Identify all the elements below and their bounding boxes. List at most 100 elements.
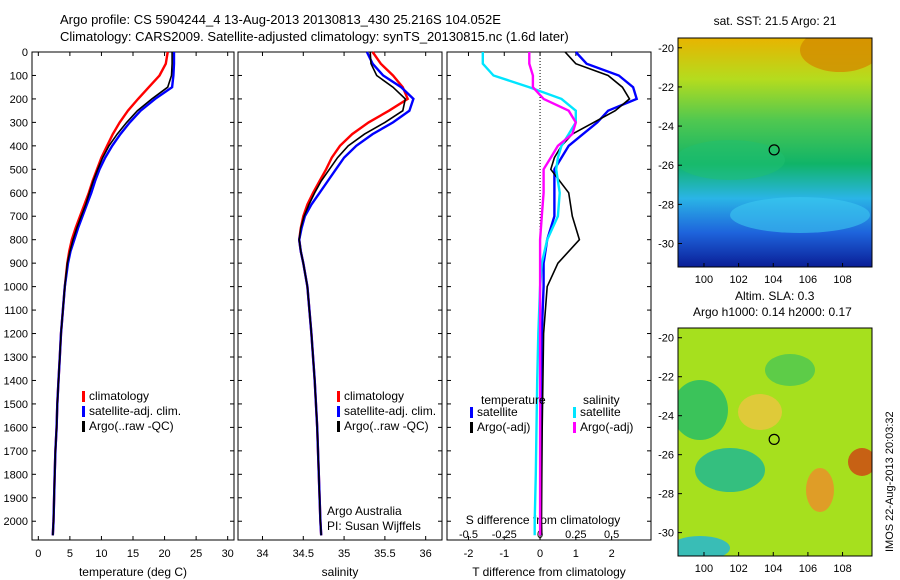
x-tick-label: 36 (420, 548, 432, 560)
map-y-tick-label: -26 (658, 450, 674, 462)
sla-high-patch (738, 394, 782, 430)
y-tick-label: 800 (10, 235, 28, 247)
legend-swatch (337, 406, 340, 417)
plot-frame (31, 51, 235, 541)
plot-frame (237, 51, 443, 541)
x-tick-label: 25 (190, 548, 202, 560)
map-x-tick-label: 106 (799, 274, 817, 286)
plot-frame (446, 51, 652, 541)
salinity-panel: 34 34.5 35 35.5 36 salinity climatologysatelli… (237, 51, 443, 579)
legend-swatch (82, 391, 85, 402)
x-tick-label: 10 (95, 548, 107, 560)
y-tick-label: 900 (10, 258, 28, 270)
y-tick-label: 200 (10, 94, 28, 106)
timestamp-stamp: IMOS 22-Aug-2013 20:03:32 (884, 411, 896, 552)
y-tick-label: 1800 (4, 469, 28, 481)
sla-low-patch (765, 354, 815, 386)
y-tick-label: 700 (10, 211, 28, 223)
legend-label: Argo(-adj) (580, 420, 633, 434)
y-tick-label: 100 (10, 70, 28, 82)
sla-low-patch (695, 448, 765, 492)
header-line-1: Argo profile: CS 5904244_4 13-Aug-2013 2… (60, 12, 501, 27)
x-tick-label: 20 (158, 548, 170, 560)
top-tick-label: 0.5 (604, 529, 619, 541)
x-tick-label: 34.5 (293, 548, 314, 560)
x-tick-label: 34 (256, 548, 268, 560)
legend-label: satellite-adj. clim. (344, 404, 436, 418)
x-axis-label: temperature (deg C) (79, 565, 187, 579)
sla-low-patch (678, 536, 730, 556)
legend-label: satellite (477, 405, 518, 419)
series-line-argorawqc (52, 52, 173, 536)
legend-swatch (82, 421, 85, 432)
difference-panel: -2 -1 0 1 2 T difference from climatology -0.5… (446, 51, 652, 579)
x-axis-label: salinity (322, 565, 359, 579)
x-tick-label: -1 (499, 548, 509, 560)
legend-label: satellite-adj. clim. (89, 404, 181, 418)
sst-green-patch (678, 140, 785, 180)
temperature-panel: 0100200300400500600700800900100011001200… (4, 47, 235, 579)
legend-swatch (470, 422, 473, 433)
legend-label: Argo(..raw -QC) (344, 419, 429, 433)
map-x-tick-label: 104 (764, 274, 782, 286)
x-tick-label: 15 (127, 548, 139, 560)
series-line-climatology (51, 51, 169, 536)
top-tick-label: 0.25 (565, 529, 586, 541)
map-x-tick-label: 100 (695, 563, 713, 575)
y-tick-label: 400 (10, 141, 28, 153)
y-tick-label: 1300 (4, 352, 28, 364)
series-line-argoadj (528, 52, 578, 536)
y-tick-label: 1700 (4, 446, 28, 458)
profile-location-marker (768, 433, 780, 445)
x-tick-label: 1 (573, 548, 579, 560)
legend-header: salinity (583, 393, 620, 407)
y-tick-label: 1400 (4, 375, 28, 387)
legend-swatch (573, 407, 576, 418)
sla-high-patch (806, 468, 834, 512)
x-tick-label: 5 (67, 548, 73, 560)
sla-map-title: Altim. SLA: 0.3 (735, 289, 815, 303)
legend-label: Argo(..raw -QC) (89, 419, 174, 433)
y-tick-label: 500 (10, 164, 28, 176)
map-y-tick-label: -24 (658, 411, 674, 423)
legend-swatch (573, 422, 576, 433)
map-y-tick-label: -30 (658, 528, 674, 540)
y-tick-label: 1000 (4, 282, 28, 294)
sla-frame (677, 327, 873, 557)
series-line-satelliteadjclim (51, 52, 176, 536)
series-line-satelliteadjclim (297, 51, 415, 536)
map-y-tick-label: -28 (658, 489, 674, 501)
x-tick-label: 0 (537, 548, 543, 560)
sst-frame (677, 37, 873, 268)
x-tick-label: 30 (222, 548, 234, 560)
sla-low-patch (678, 380, 728, 440)
sst-cyan-patch (730, 197, 870, 233)
map-y-tick-label: -26 (658, 160, 674, 172)
x-tick-label: 2 (609, 548, 615, 560)
legend-header: temperature (481, 393, 546, 407)
y-tick-label: 0 (22, 47, 28, 59)
y-tick-label: 1600 (4, 422, 28, 434)
map-y-tick-label: -22 (658, 82, 674, 94)
map-y-tick-label: -24 (658, 121, 674, 133)
map-y-tick-label: -28 (658, 199, 674, 211)
top-tick-label: -0.5 (459, 529, 478, 541)
map-x-tick-label: 108 (833, 274, 851, 286)
map-x-tick-label: 100 (695, 274, 713, 286)
x-tick-label: 35.5 (374, 548, 395, 560)
legend-label: climatology (344, 389, 404, 403)
y-tick-label: 300 (10, 117, 28, 129)
map-y-tick-label: -20 (658, 43, 674, 55)
sst-map-title: sat. SST: 21.5 Argo: 21 (714, 14, 837, 28)
legend-swatch (470, 407, 473, 418)
legend-label: climatology (89, 389, 149, 403)
series-line-argoadj (540, 51, 631, 536)
x-axis-label: T difference from climatology (472, 565, 626, 579)
profile-location-marker (768, 144, 780, 156)
legend-swatch (337, 421, 340, 432)
legend-label: satellite (580, 405, 621, 419)
legend-swatch (337, 391, 340, 402)
header-line-2: Climatology: CARS2009. Satellite-adjuste… (60, 29, 569, 44)
series-line-satellite (481, 52, 577, 536)
